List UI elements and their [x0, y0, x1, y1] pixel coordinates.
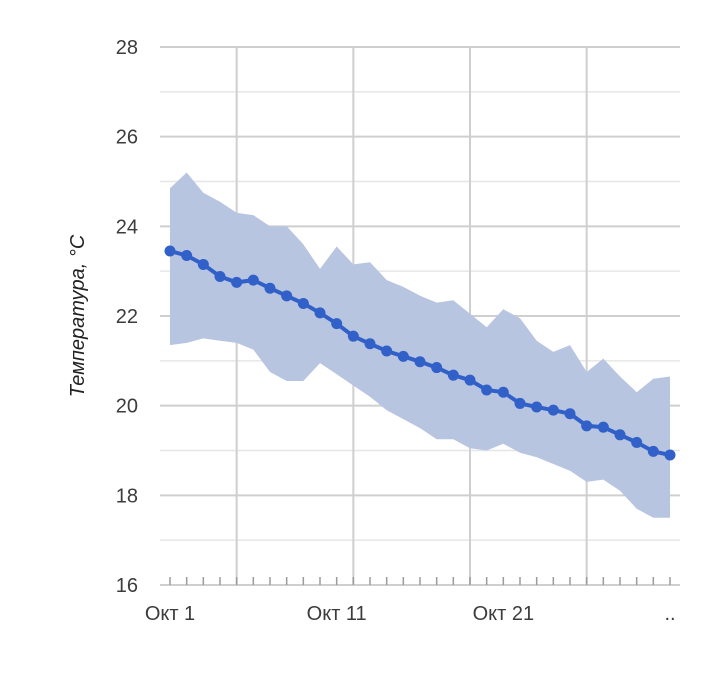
x-tick-label: .. — [664, 603, 675, 625]
x-tick-label: Окт 21 — [473, 603, 535, 625]
data-point — [181, 249, 193, 261]
data-point — [331, 318, 343, 330]
y-axis-title: Температура, °C — [67, 234, 89, 397]
data-point — [381, 345, 393, 357]
data-point — [431, 362, 443, 374]
data-point — [664, 449, 676, 461]
data-point — [464, 374, 476, 386]
data-point — [414, 356, 426, 368]
data-point — [581, 420, 593, 432]
y-tick-label: 24 — [116, 216, 138, 238]
data-point — [597, 421, 609, 433]
x-tick-label: Окт 11 — [307, 603, 367, 625]
data-points — [164, 245, 676, 461]
data-point — [314, 307, 326, 319]
y-tick-label: 28 — [116, 37, 138, 59]
data-point — [164, 245, 176, 257]
y-tick-label: 20 — [116, 396, 138, 418]
data-point — [347, 330, 359, 342]
y-tick-label: 26 — [116, 127, 138, 149]
data-point — [281, 290, 293, 302]
data-point — [514, 397, 526, 409]
y-tick-label: 18 — [116, 485, 138, 507]
data-point — [264, 282, 276, 294]
data-point — [481, 384, 493, 396]
x-tick-label: Окт 1 — [145, 603, 195, 625]
data-point — [564, 408, 576, 420]
data-point — [647, 445, 659, 457]
data-point — [247, 274, 259, 286]
data-point — [231, 276, 243, 288]
y-tick-labels: 16 18 20 22 24 26 28 — [116, 37, 138, 597]
data-point — [547, 404, 559, 416]
data-point — [614, 429, 626, 441]
data-point — [531, 401, 543, 413]
data-point — [214, 271, 226, 283]
data-point — [364, 338, 376, 350]
y-tick-label: 22 — [116, 306, 138, 328]
x-tick-labels: Окт 1 Окт 11 Окт 21.. — [145, 603, 676, 625]
data-point — [497, 386, 509, 398]
data-point — [297, 297, 309, 309]
data-point — [447, 369, 459, 381]
data-point — [631, 436, 643, 448]
x-axis-ticks — [169, 577, 671, 585]
data-point — [197, 258, 209, 270]
confidence-band — [170, 172, 670, 518]
y-tick-label: 16 — [116, 575, 138, 597]
data-point — [397, 350, 409, 362]
